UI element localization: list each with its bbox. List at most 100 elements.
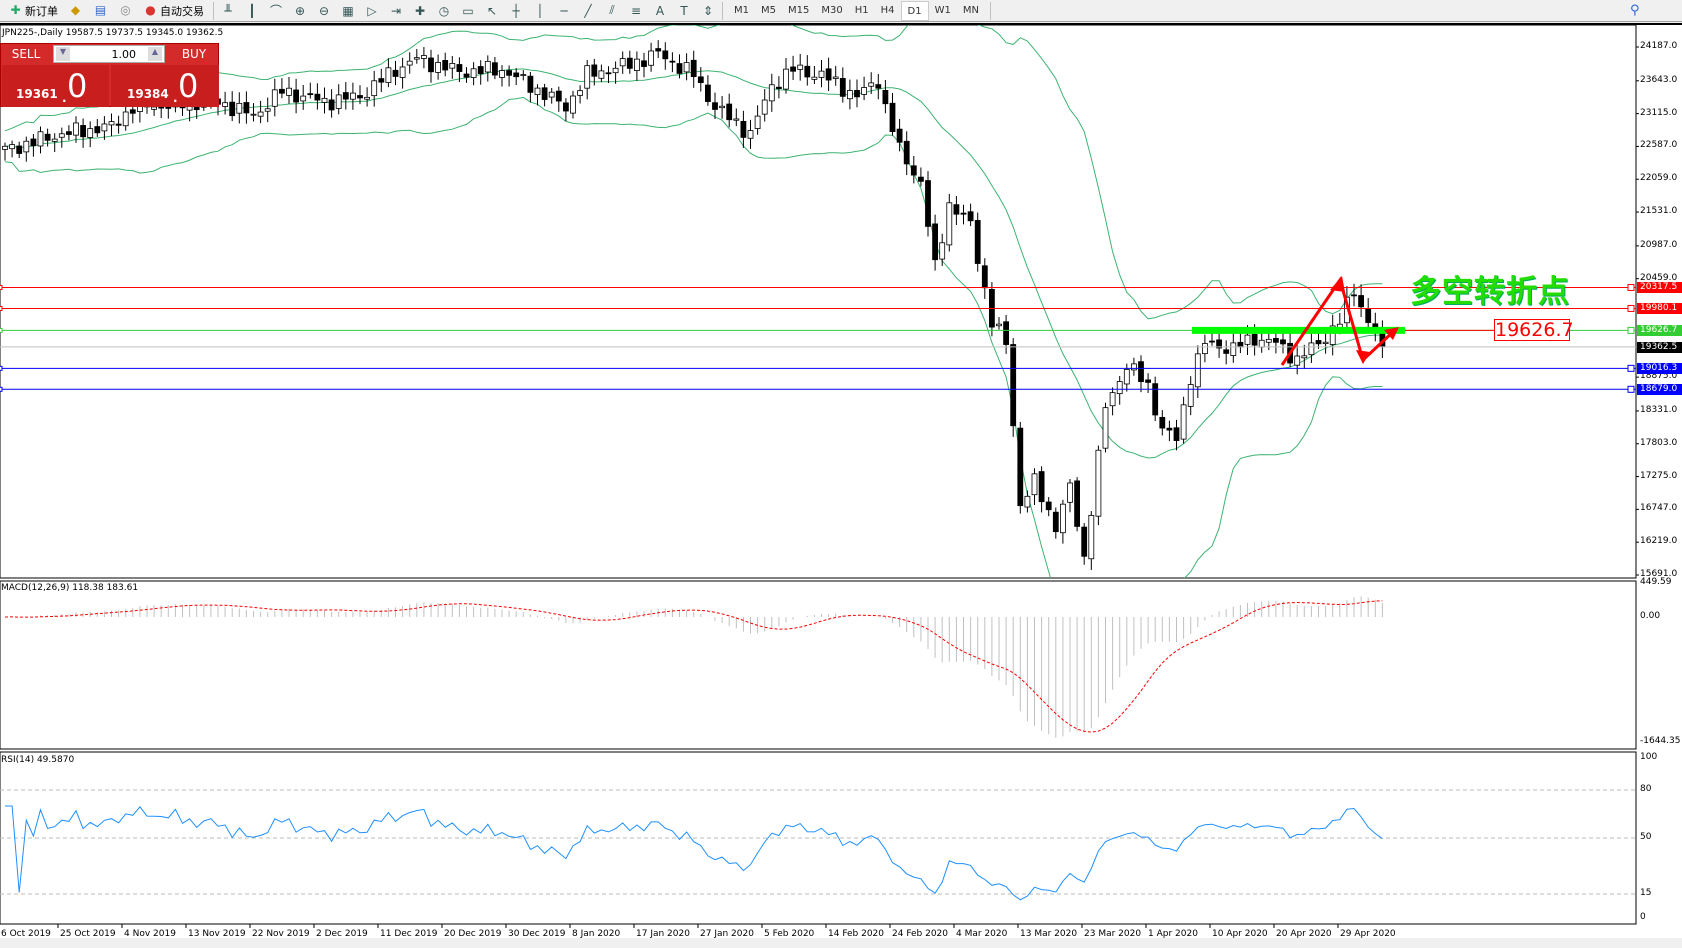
text-label-icon[interactable]: T [680, 3, 688, 18]
crosshair-icon[interactable]: ┼ [512, 3, 520, 18]
candle [470, 68, 477, 78]
equidistant-channel-icon[interactable]: ⫽ [609, 3, 615, 17]
lot-decrease-button[interactable]: ▼ [56, 47, 70, 61]
history-button[interactable]: ◆ [64, 1, 87, 21]
candle [300, 95, 307, 102]
rsi-axis-label: 0 [1640, 912, 1646, 922]
candle [946, 202, 953, 246]
candle [825, 68, 832, 81]
candle [1123, 369, 1130, 385]
candle [612, 67, 619, 74]
search-icon[interactable]: ⚲ [1630, 3, 1640, 18]
candle [1074, 480, 1080, 527]
price-axis-label: 17803.0 [1640, 437, 1678, 448]
terminal-button[interactable]: ▤ [89, 1, 112, 21]
level-handle [0, 305, 3, 311]
candle [1258, 339, 1265, 348]
candle [1173, 427, 1180, 441]
level-handle [1627, 364, 1635, 372]
timeframe-d1[interactable]: D1 [900, 0, 929, 21]
lot-increase-button[interactable]: ▲ [148, 47, 162, 61]
candle [222, 102, 229, 107]
timeframe-h4[interactable]: H4 [880, 4, 895, 16]
candle [1187, 384, 1194, 407]
candle [1109, 392, 1116, 407]
level-price-tag: 19362.5 [1637, 341, 1682, 353]
arrows-icon[interactable]: ⇕ [702, 3, 714, 18]
signals-button[interactable]: ◎ [114, 1, 137, 21]
candle [1017, 427, 1024, 507]
date-axis-label: 22 Nov 2019 [252, 929, 310, 939]
candle [534, 87, 541, 96]
candle [87, 128, 94, 138]
candle [1223, 349, 1230, 354]
buy-price-button[interactable]: 19384 . 0 [111, 65, 219, 107]
horizontal-line-icon[interactable]: ─ [560, 3, 568, 18]
candle [44, 133, 51, 141]
candle [1166, 427, 1173, 431]
indicators-icon[interactable]: ✚ [414, 3, 426, 18]
autotrading-button[interactable]: ● 自动交易 [139, 1, 208, 21]
tile-windows-icon[interactable]: ▦ [342, 3, 354, 18]
candle [23, 140, 30, 153]
candle [690, 59, 697, 78]
candle [1329, 325, 1336, 345]
candle [903, 140, 910, 165]
timeframe-w1[interactable]: W1 [934, 4, 951, 16]
vertical-line-icon[interactable]: │ [536, 3, 544, 18]
candle [51, 138, 58, 142]
timeframe-m15[interactable]: M15 [788, 4, 810, 16]
candle [357, 95, 363, 99]
text-icon[interactable]: A [655, 3, 665, 18]
timeframe-mn[interactable]: MN [962, 4, 979, 16]
candle [158, 106, 165, 109]
macd-axis-label: 449.59 [1640, 576, 1672, 587]
candle [499, 70, 505, 78]
timeframe-m1[interactable]: M1 [734, 4, 749, 16]
autoscroll-icon[interactable]: ▷ [367, 3, 377, 18]
lot-size-input[interactable]: ▼ 1.00 ▲ [53, 45, 165, 63]
timeframe-m5[interactable]: M5 [761, 4, 776, 16]
candle [278, 88, 285, 94]
new-order-button[interactable]: ✚ 新订单 [4, 1, 62, 21]
date-axis-label: 5 Feb 2020 [764, 929, 815, 939]
terminal-icon: ▤ [94, 3, 107, 17]
toolbar: ✚ 新订单 ◆ ▤ ◎ ● 自动交易 ╨ ┃ ⌒ ⊕ ⊖ ▦ ▷ ⇥ ✚ ◷ ▭ ↖ ┼ │ ─ ╱ ⫽ ≡ A T ⇕ M… [0, 0, 1682, 22]
fibonacci-icon[interactable]: ≡ [630, 3, 642, 18]
zoom-in-icon[interactable]: ⊕ [294, 3, 306, 18]
candle [151, 106, 158, 110]
candle [435, 62, 442, 73]
candle [321, 97, 328, 103]
cursor-icon[interactable]: ↖ [486, 3, 498, 18]
rsi-axis-label: 100 [1640, 752, 1658, 762]
candle [683, 62, 690, 73]
sell-price-button[interactable]: 19361 . 0 [2, 65, 109, 107]
buy-button[interactable]: BUY [181, 47, 207, 61]
signals-icon: ◎ [120, 3, 131, 17]
level-handle [1627, 326, 1635, 334]
timeframe-h1[interactable]: H1 [854, 4, 869, 16]
timeframe-m30[interactable]: M30 [821, 4, 843, 16]
candle [30, 138, 37, 147]
level-label-box[interactable]: 19626.7 [1494, 319, 1574, 341]
line-chart-icon[interactable]: ⌒ [269, 4, 282, 18]
annotation-text[interactable]: 多空转折点 [1410, 274, 1570, 310]
sell-button[interactable]: SELL [11, 47, 41, 61]
trendline-icon[interactable]: ╱ [584, 3, 592, 18]
bar-chart-icon[interactable]: ╨ [224, 3, 232, 18]
chart-shift-icon[interactable]: ⇥ [390, 3, 402, 18]
candle [1024, 495, 1031, 508]
arrow-head [1356, 350, 1370, 364]
candlestick-icon[interactable]: ┃ [248, 3, 256, 18]
candle [399, 66, 406, 78]
price-axis-label: 18331.0 [1640, 404, 1678, 415]
templates-icon[interactable]: ▭ [462, 3, 474, 18]
candle [619, 58, 626, 67]
periods-icon[interactable]: ◷ [438, 3, 450, 18]
candle [1194, 353, 1201, 388]
candle [229, 101, 236, 117]
candle [669, 60, 676, 63]
macd-signal-line [4, 600, 1383, 733]
zoom-out-icon[interactable]: ⊖ [318, 3, 330, 18]
